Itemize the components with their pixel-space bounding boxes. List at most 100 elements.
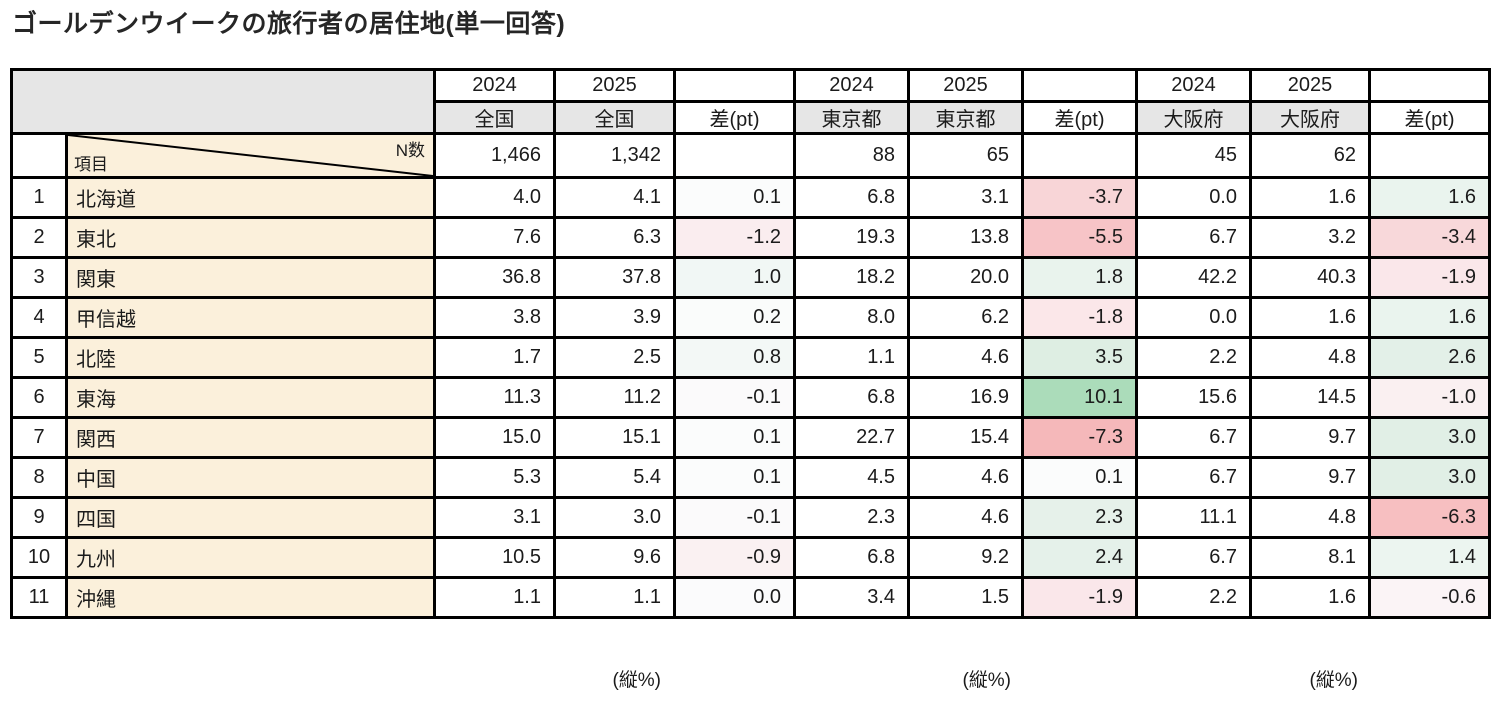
region-name: 北海道	[65, 176, 436, 219]
value-cell: 4.1	[553, 176, 676, 219]
value-cell: 1.1	[433, 576, 556, 619]
row-number: 10	[10, 536, 68, 579]
value-cell: 3.0	[553, 496, 676, 539]
value-cell: 9.2	[907, 536, 1024, 579]
row-number: 8	[10, 456, 68, 499]
value-cell: 1.6	[1249, 176, 1371, 219]
value-cell: 16.9	[907, 376, 1024, 419]
diff-cell: 1.4	[1368, 536, 1491, 579]
diff-cell: 3.0	[1368, 456, 1491, 499]
n-count-cell: 1,466	[433, 132, 556, 179]
value-cell: 2.5	[553, 336, 676, 379]
table-row: 11 沖縄 1.1 1.1 0.0 3.4 1.5 -1.9 2.2 1.6 -0.6	[10, 576, 1491, 619]
row-number: 3	[10, 256, 68, 299]
diff-cell: 10.1	[1021, 376, 1138, 419]
value-cell: 7.6	[433, 216, 556, 259]
year-header: 2024	[793, 68, 910, 103]
table-row: 3 関東 36.8 37.8 1.0 18.2 20.0 1.8 42.2 40.3 -1.9	[10, 256, 1491, 299]
region-name: 四国	[65, 496, 436, 539]
diff-header: 差(pt)	[1021, 100, 1138, 135]
region-name: 北陸	[65, 336, 436, 379]
table-header: 2024 2025 2024 2025 2024 2025 全国 全国 差(pt…	[10, 68, 1491, 179]
region-name: 関西	[65, 416, 436, 459]
diff-cell: 0.1	[673, 456, 796, 499]
row-number: 2	[10, 216, 68, 259]
table-row: 2 東北 7.6 6.3 -1.2 19.3 13.8 -5.5 6.7 3.2 -3.4	[10, 216, 1491, 259]
table-row: 8 中国 5.3 5.4 0.1 4.5 4.6 0.1 6.7 9.7 3.0	[10, 456, 1491, 499]
diff-cell: -3.4	[1368, 216, 1491, 259]
n-count-cell: 45	[1135, 132, 1252, 179]
value-cell: 9.7	[1249, 456, 1371, 499]
value-cell: 0.0	[1135, 296, 1252, 339]
value-cell: 2.2	[1135, 576, 1252, 619]
diff-cell: -1.2	[673, 216, 796, 259]
value-cell: 9.7	[1249, 416, 1371, 459]
diff-cell: 2.3	[1021, 496, 1138, 539]
row-number: 1	[10, 176, 68, 219]
value-cell: 6.3	[553, 216, 676, 259]
diff-cell: -1.9	[1021, 576, 1138, 619]
group-header-zenkoku: 全国	[433, 100, 556, 135]
blank-cell	[673, 68, 796, 103]
row-number: 11	[10, 576, 68, 619]
page-title: ゴールデンウイークの旅行者の居住地(単一回答)	[12, 10, 566, 38]
row-number: 7	[10, 416, 68, 459]
value-cell: 5.4	[553, 456, 676, 499]
diff-cell: 1.6	[1368, 176, 1491, 219]
row-number: 6	[10, 376, 68, 419]
diff-cell: 0.2	[673, 296, 796, 339]
header-region-row: 全国 全国 差(pt) 東京都 東京都 差(pt) 大阪府 大阪府 差(pt)	[12, 100, 1491, 135]
value-cell: 3.2	[1249, 216, 1371, 259]
n-count-cell: 88	[793, 132, 910, 179]
table-row: 6 東海 11.3 11.2 -0.1 6.8 16.9 10.1 15.6 14.5 -1.0	[10, 376, 1491, 419]
value-cell: 19.3	[793, 216, 910, 259]
value-cell: 4.6	[907, 456, 1024, 499]
value-cell: 8.1	[1249, 536, 1371, 579]
row-number: 9	[10, 496, 68, 539]
n-count-cell: 1,342	[553, 132, 676, 179]
value-cell: 4.6	[907, 336, 1024, 379]
diff-cell: -0.1	[673, 496, 796, 539]
diff-cell: -7.3	[1021, 416, 1138, 459]
blank-cell	[1368, 68, 1491, 103]
blank-cell	[673, 132, 796, 179]
value-cell: 4.6	[907, 496, 1024, 539]
value-cell: 0.0	[1135, 176, 1252, 219]
value-cell: 4.0	[433, 176, 556, 219]
diff-header: 差(pt)	[673, 100, 796, 135]
value-cell: 3.1	[907, 176, 1024, 219]
diff-cell: 1.6	[1368, 296, 1491, 339]
value-cell: 1.7	[433, 336, 556, 379]
diff-cell: 0.8	[673, 336, 796, 379]
value-cell: 6.8	[793, 376, 910, 419]
header-year-row: 2024 2025 2024 2025 2024 2025	[10, 68, 1491, 135]
group-header-tokyo: 東京都	[907, 100, 1024, 135]
group-header-osaka: 大阪府	[1135, 100, 1252, 135]
diagonal-line	[68, 135, 433, 176]
blank-cell	[10, 132, 68, 179]
group-header-osaka: 大阪府	[1249, 100, 1371, 135]
region-name: 九州	[65, 536, 436, 579]
year-header: 2025	[907, 68, 1024, 103]
diff-cell: -1.0	[1368, 376, 1491, 419]
percent-note-zenkoku: (縦%)	[612, 670, 661, 691]
value-cell: 6.8	[793, 536, 910, 579]
diff-cell: -6.3	[1368, 496, 1491, 539]
table-row: 9 四国 3.1 3.0 -0.1 2.3 4.6 2.3 11.1 4.8 -6.3	[10, 496, 1491, 539]
value-cell: 11.2	[553, 376, 676, 419]
value-cell: 3.8	[433, 296, 556, 339]
value-cell: 37.8	[553, 256, 676, 299]
value-cell: 15.6	[1135, 376, 1252, 419]
value-cell: 11.3	[433, 376, 556, 419]
table-row: 1 北海道 4.0 4.1 0.1 6.8 3.1 -3.7 0.0 1.6 1.6	[10, 176, 1491, 219]
value-cell: 15.0	[433, 416, 556, 459]
diff-cell: 0.1	[1021, 456, 1138, 499]
value-cell: 15.1	[553, 416, 676, 459]
residence-table: 2024 2025 2024 2025 2024 2025 全国 全国 差(pt…	[10, 68, 1491, 619]
n-count-row: N数 項目 1,466 1,342 88 65 45 62	[10, 132, 1491, 179]
value-cell: 10.5	[433, 536, 556, 579]
diff-cell: 1.8	[1021, 256, 1138, 299]
diff-cell: -0.1	[673, 376, 796, 419]
value-cell: 4.8	[1249, 496, 1371, 539]
diff-cell: -0.9	[673, 536, 796, 579]
